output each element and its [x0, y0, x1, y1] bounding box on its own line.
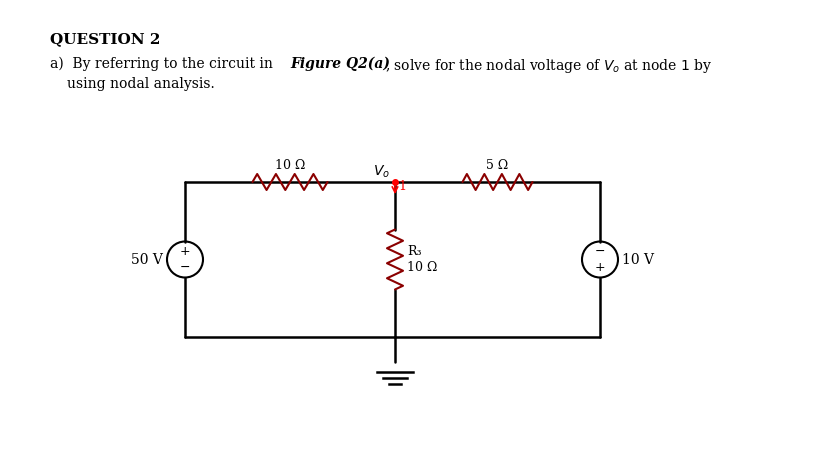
Text: 10 Ω: 10 Ω — [407, 261, 437, 274]
Text: 50 V: 50 V — [131, 253, 163, 267]
Text: 10 V: 10 V — [621, 253, 653, 267]
Text: $V_o$: $V_o$ — [372, 163, 390, 180]
Text: Figure Q2(a): Figure Q2(a) — [289, 57, 390, 71]
Text: 1: 1 — [398, 181, 405, 193]
Text: a)  By referring to the circuit in: a) By referring to the circuit in — [50, 57, 277, 71]
Text: R₃: R₃ — [407, 245, 421, 258]
Text: QUESTION 2: QUESTION 2 — [50, 32, 160, 46]
Text: +: + — [179, 245, 190, 258]
Text: 10 Ω: 10 Ω — [275, 159, 305, 172]
Text: +: + — [594, 261, 605, 274]
Text: −: − — [594, 245, 605, 258]
Text: −: − — [179, 261, 190, 274]
Text: 5 Ω: 5 Ω — [485, 159, 508, 172]
Text: , solve for the nodal voltage of $V_o$ at node $1$ by: , solve for the nodal voltage of $V_o$ a… — [385, 57, 711, 75]
Text: using nodal analysis.: using nodal analysis. — [67, 77, 214, 91]
